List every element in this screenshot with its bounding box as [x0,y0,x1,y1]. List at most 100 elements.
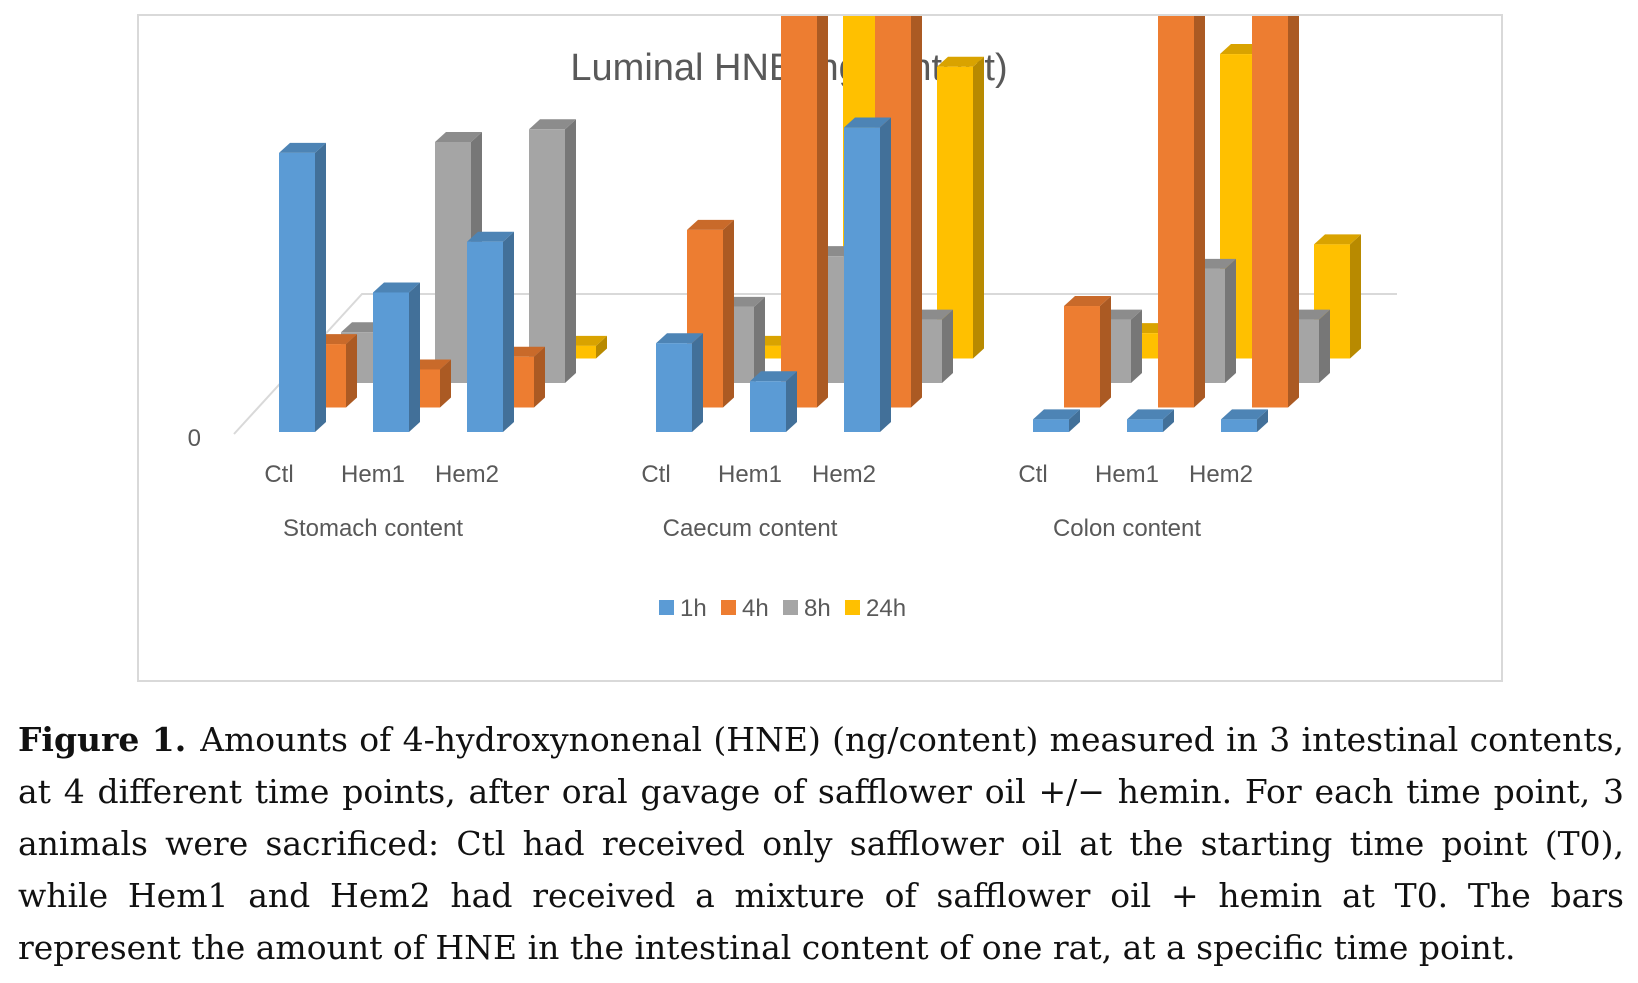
bar-top [844,117,891,128]
legend-swatch [783,600,798,615]
bar-side [596,335,607,359]
bar-top [279,142,326,153]
bar-1h-stomach-hem2 [467,231,514,432]
x-category-label: Hem2 [1189,461,1253,488]
bar-1h-stomach-ctl [279,142,326,432]
bar-front [1127,419,1163,432]
bar-side [1100,296,1111,408]
bar-side [1194,16,1205,408]
x-category-label: Hem1 [718,461,782,488]
figure-caption: Figure 1. Amounts of 4-hydroxynonenal (HN… [18,714,1624,974]
x-category-label: Ctl [641,461,670,488]
legend-label: 1h [680,595,707,622]
bar-4h-colon-hem1 [1158,16,1205,408]
bar-front [781,16,817,408]
bar-top [435,131,482,142]
bar-1h-colon-ctl [1033,409,1080,432]
bar-top [1314,234,1361,245]
legend-swatch [721,600,736,615]
bar-front [1158,16,1194,408]
bar-side [754,296,765,383]
bar-side [534,346,545,408]
x-category-label: Hem2 [812,461,876,488]
bar-top [937,56,984,67]
bar-top [656,333,703,344]
bar-side [346,334,357,408]
bar-side [1131,309,1142,383]
bar-1h-stomach-hem1 [373,282,420,432]
legend-item-8h: 8h [783,595,831,622]
y-tick-label: 0 [188,425,201,452]
bar-front [373,292,409,432]
bar-front [844,127,880,432]
legend-swatch [659,600,674,615]
bar-top [1221,409,1268,420]
bar-1h-caecum-hem1 [750,371,797,432]
caption-label: Figure 1. [18,720,187,759]
bar-4h-caecum-ctl [687,219,734,408]
x-group-label: Caecum content [663,515,838,542]
bars [279,16,1361,432]
bar-front [1252,16,1288,408]
bar-top [750,371,797,382]
bar-front [279,152,315,432]
bar-front [467,241,503,432]
bar-side [440,359,451,408]
bar-top [529,119,576,130]
legend-label: 24h [866,595,906,622]
bar-front [656,343,692,432]
bar-top [467,231,514,242]
x-category-label: Hem1 [341,461,405,488]
bar-1h-caecum-hem2 [844,117,891,432]
gridline [233,293,1397,435]
bar-side [315,142,326,432]
y-axis-tick-labels: 0200400600 [188,425,201,452]
bar-side [786,371,797,432]
bar-top [1064,296,1111,307]
bar-4h-caecum-hem1 [781,16,828,408]
bar-1h-colon-hem1 [1127,409,1174,432]
legend-label: 8h [804,595,831,622]
gridlines [233,293,1397,435]
bar-side [911,16,922,408]
caption-text: Amounts of 4-hydroxynonenal (HNE) (ng/co… [18,720,1624,967]
bar-8h-stomach-hem2 [529,119,576,384]
bar-side [565,119,576,384]
bar-side [1225,258,1236,383]
legend-item-24h: 24h [845,595,906,622]
bar-side [409,282,420,432]
bar-side [1350,234,1361,359]
bar-1h-colon-hem2 [1221,409,1268,432]
bar-side [1257,409,1268,432]
bar-front [529,129,565,383]
bar-front [435,141,471,383]
bar-side [1069,409,1080,432]
bar-side [1319,309,1330,383]
x-group-label: Stomach content [283,515,463,542]
legend-label: 4h [742,595,769,622]
bar-side [723,219,734,408]
bar-side [973,56,984,359]
legend-item-1h: 1h [659,595,707,622]
x-category-label: Ctl [1018,461,1047,488]
bar-4h-colon-hem2 [1252,16,1299,408]
bar-side [1163,409,1174,432]
bar-side [692,333,703,432]
bar-top [373,282,420,293]
bar-side [942,309,953,383]
x-category-label: Ctl [264,461,293,488]
bar-front [1221,419,1257,432]
bar-front [1064,306,1100,408]
bar-4h-colon-ctl [1064,296,1111,408]
bar-top [1127,409,1174,420]
bar-front [1033,419,1069,432]
legend: 1h 4h 8h 24h [659,595,906,622]
bar-side [503,231,514,432]
bar-top [1033,409,1080,420]
bar-front [750,381,786,432]
bar-side [817,16,828,408]
legend-item-4h: 4h [721,595,769,622]
legend-swatch [845,600,860,615]
bar-1h-caecum-ctl [656,333,703,432]
x-category-label: Hem2 [435,461,499,488]
